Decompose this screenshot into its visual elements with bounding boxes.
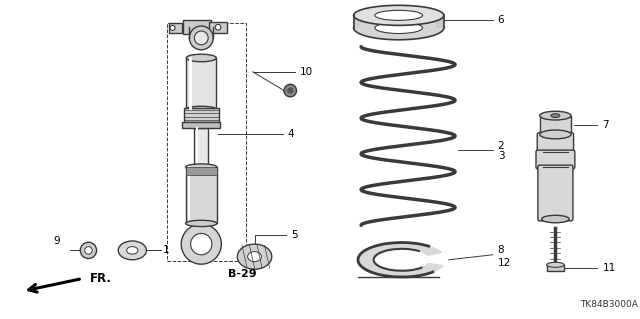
Ellipse shape: [237, 244, 272, 269]
Ellipse shape: [215, 25, 221, 30]
Ellipse shape: [375, 22, 422, 33]
Ellipse shape: [287, 87, 293, 94]
Bar: [167, 23, 246, 261]
Ellipse shape: [186, 220, 217, 226]
Ellipse shape: [375, 10, 422, 20]
Ellipse shape: [284, 84, 296, 97]
Bar: [183, 20, 211, 34]
Bar: [195, 128, 208, 169]
Bar: [547, 265, 564, 271]
Text: B-29: B-29: [228, 269, 256, 278]
Text: FR.: FR.: [90, 272, 112, 285]
Bar: [353, 15, 361, 28]
Ellipse shape: [551, 114, 560, 117]
Ellipse shape: [170, 26, 175, 30]
FancyBboxPatch shape: [536, 150, 575, 169]
Text: 8: 8: [498, 245, 504, 256]
Text: 7: 7: [602, 120, 609, 130]
Ellipse shape: [353, 16, 444, 40]
Text: 1: 1: [163, 245, 169, 256]
Bar: [184, 108, 219, 122]
Ellipse shape: [118, 241, 147, 260]
Ellipse shape: [186, 164, 217, 170]
Polygon shape: [358, 242, 443, 277]
Text: 10: 10: [300, 67, 314, 77]
Ellipse shape: [127, 247, 138, 254]
Text: TK84B3000A: TK84B3000A: [580, 300, 637, 309]
Ellipse shape: [186, 106, 216, 113]
Bar: [436, 15, 444, 28]
Bar: [186, 58, 216, 109]
Text: 2: 2: [498, 141, 504, 151]
Text: 11: 11: [602, 263, 616, 273]
Ellipse shape: [195, 31, 208, 45]
Ellipse shape: [540, 111, 571, 120]
Text: 9: 9: [54, 236, 60, 246]
Bar: [209, 22, 227, 33]
Text: 12: 12: [498, 258, 511, 268]
Ellipse shape: [189, 26, 213, 50]
Bar: [191, 219, 211, 227]
Bar: [182, 122, 220, 128]
Ellipse shape: [540, 130, 571, 139]
Ellipse shape: [181, 224, 221, 264]
Ellipse shape: [84, 247, 92, 254]
Text: 6: 6: [498, 15, 504, 25]
Ellipse shape: [186, 54, 216, 62]
Ellipse shape: [80, 242, 97, 258]
Text: 5: 5: [291, 230, 298, 240]
Ellipse shape: [248, 252, 261, 262]
FancyBboxPatch shape: [538, 165, 573, 221]
Ellipse shape: [353, 5, 444, 26]
Bar: [186, 167, 217, 223]
Bar: [540, 115, 571, 134]
FancyBboxPatch shape: [537, 133, 573, 154]
Bar: [168, 23, 182, 33]
Ellipse shape: [191, 234, 212, 255]
Text: 3: 3: [498, 152, 504, 161]
Text: 4: 4: [288, 130, 294, 139]
Ellipse shape: [541, 215, 569, 223]
Ellipse shape: [547, 262, 564, 267]
Bar: [186, 167, 217, 174]
